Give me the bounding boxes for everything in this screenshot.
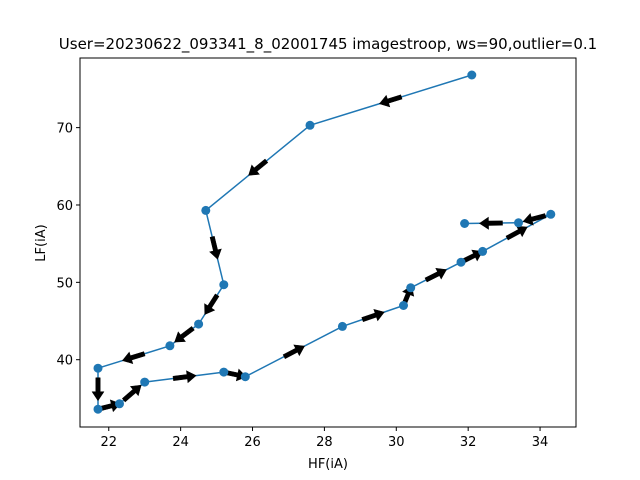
direction-arrow — [379, 94, 403, 108]
x-tick-label: 30 — [388, 435, 405, 450]
direction-arrow — [209, 235, 222, 260]
data-point — [337, 321, 347, 331]
data-point — [399, 301, 408, 310]
direction-arrow — [122, 351, 146, 364]
data-point — [456, 257, 466, 267]
x-tick-label: 28 — [316, 435, 333, 450]
x-tick-label: 32 — [460, 435, 477, 450]
y-tick-label: 40 — [56, 354, 73, 369]
x-axis-label: HF(iA) — [308, 457, 348, 472]
data-point — [201, 205, 211, 215]
data-point — [93, 363, 103, 373]
direction-arrow — [248, 158, 269, 176]
x-tick-label: 26 — [244, 435, 261, 450]
x-tick-label: 34 — [532, 435, 549, 450]
data-point — [406, 283, 416, 293]
direction-arrow — [505, 225, 528, 241]
plot-frame — [79, 57, 577, 428]
data-point — [219, 367, 229, 377]
y-tick-label: 60 — [56, 199, 73, 214]
y-tick-label: 70 — [56, 122, 73, 137]
series-line — [97, 74, 552, 411]
direction-arrow — [282, 344, 305, 359]
direction-arrow — [91, 377, 105, 402]
direction-arrow — [174, 326, 195, 343]
chart-title: User=20230622_093341_8_02001745 imagestr… — [59, 35, 597, 54]
direction-arrow — [121, 384, 142, 403]
data-point — [478, 246, 488, 256]
data-point — [467, 70, 477, 80]
data-point — [546, 209, 556, 219]
direction-arrow — [204, 293, 220, 315]
x-tick-label: 24 — [172, 435, 189, 450]
y-tick-label: 50 — [56, 276, 73, 291]
data-point — [219, 280, 229, 290]
data-point — [194, 319, 204, 329]
x-tick-label: 22 — [100, 435, 117, 450]
data-point — [460, 219, 470, 228]
direction-arrow — [424, 267, 447, 283]
data-point — [140, 377, 150, 387]
direction-arrow — [479, 216, 503, 230]
data-point — [305, 120, 315, 130]
data-point — [514, 218, 523, 228]
data-point — [93, 404, 103, 414]
direction-arrow — [361, 308, 385, 322]
y-axis-label: LF(iA) — [34, 224, 49, 261]
data-point — [165, 341, 175, 351]
data-point — [115, 399, 124, 409]
data-point — [240, 372, 250, 382]
direction-arrow — [172, 370, 197, 384]
direction-arrow — [522, 212, 547, 226]
